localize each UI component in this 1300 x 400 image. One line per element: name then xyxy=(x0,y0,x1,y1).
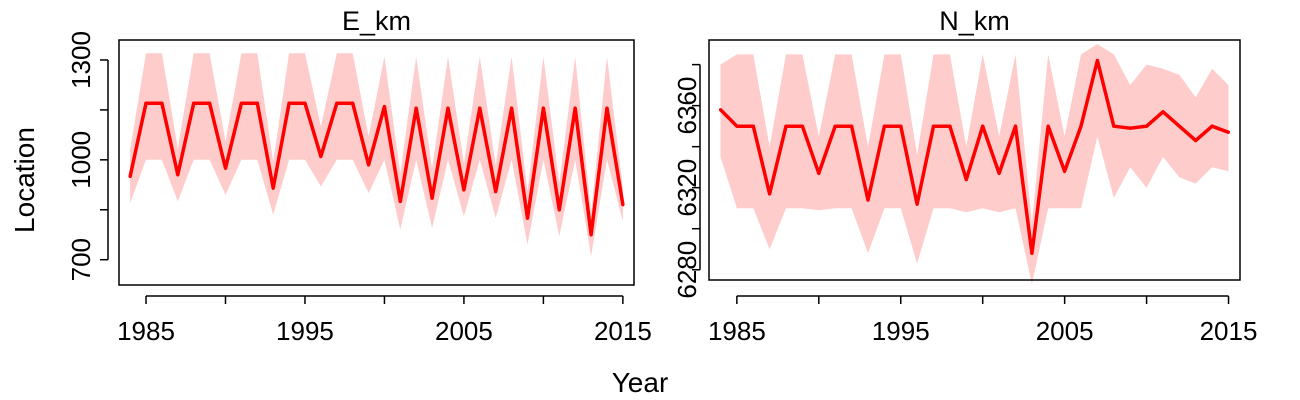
data-point xyxy=(223,166,228,170)
data-point xyxy=(160,101,164,105)
data-point xyxy=(335,101,339,105)
data-point xyxy=(1145,124,1149,128)
x-tick-label: 2005 xyxy=(1036,316,1094,346)
x-tick-label: 2015 xyxy=(594,316,652,346)
y-tick-label: 1000 xyxy=(66,131,96,189)
y-tick-label: 700 xyxy=(66,238,96,281)
data-point xyxy=(1210,124,1214,128)
panel-n-km: N_km 1985 1995 2005 2015 6280 6320 6360 xyxy=(672,6,1257,346)
data-point xyxy=(255,101,259,105)
data-point xyxy=(573,106,577,110)
panel-e-km: E_km 1985 1995 2005 2015 700 1000 1300 xyxy=(66,6,652,346)
data-point xyxy=(1013,124,1018,128)
data-point xyxy=(351,101,355,105)
data-point xyxy=(1177,124,1181,128)
data-point xyxy=(1128,126,1132,130)
x-axis-title: Year xyxy=(612,367,669,398)
x-tick-label: 1985 xyxy=(708,316,766,346)
data-point xyxy=(303,101,307,105)
data-point xyxy=(525,216,530,220)
data-point xyxy=(398,199,402,203)
data-point xyxy=(605,106,609,110)
data-point xyxy=(621,203,625,207)
data-point xyxy=(866,198,870,202)
data-point xyxy=(1063,169,1067,173)
data-point xyxy=(239,101,243,105)
data-point xyxy=(1161,110,1165,114)
data-point xyxy=(494,189,498,194)
data-point xyxy=(784,124,788,128)
data-point xyxy=(1046,124,1050,128)
data-point xyxy=(128,174,132,179)
data-point xyxy=(964,177,968,182)
data-point xyxy=(414,106,418,110)
plot-border xyxy=(708,39,1241,281)
series-line xyxy=(719,58,1230,256)
data-point xyxy=(915,202,919,206)
data-point xyxy=(382,105,386,109)
y-tick-label: 6320 xyxy=(672,159,702,217)
data-point xyxy=(1194,138,1198,143)
series-line xyxy=(128,101,625,237)
data-point xyxy=(430,196,434,200)
data-point xyxy=(1226,130,1231,134)
data-point xyxy=(287,101,291,105)
data-point xyxy=(817,171,821,175)
data-point xyxy=(446,106,450,110)
data-point xyxy=(176,173,180,177)
y-tick-label: 1300 xyxy=(66,31,96,89)
data-point xyxy=(192,101,196,105)
data-point xyxy=(1095,58,1099,63)
data-point xyxy=(557,208,561,212)
data-point xyxy=(800,124,805,128)
plot-border xyxy=(118,39,635,286)
data-point xyxy=(718,108,723,112)
x-tick-label: 2005 xyxy=(435,316,493,346)
x-tick-label: 2015 xyxy=(1200,316,1258,346)
data-point xyxy=(735,124,739,128)
data-point xyxy=(510,106,514,110)
panel-title: N_km xyxy=(939,6,1010,36)
data-point xyxy=(367,163,371,167)
x-tick-label: 1995 xyxy=(276,316,334,346)
data-point xyxy=(319,154,323,159)
x-tick-label: 1985 xyxy=(117,316,175,346)
data-point xyxy=(899,124,903,128)
data-point xyxy=(208,101,212,105)
confidence-band xyxy=(720,44,1229,285)
y-axis-title: Location xyxy=(9,127,40,233)
y-tick-label: 6360 xyxy=(672,77,702,135)
data-point xyxy=(948,124,952,128)
data-point xyxy=(1079,124,1083,128)
data-point xyxy=(478,106,482,110)
data-point xyxy=(833,124,837,128)
data-point xyxy=(462,188,466,192)
data-point xyxy=(541,106,546,110)
x-tick-label: 1995 xyxy=(872,316,930,346)
panel-title: E_km xyxy=(342,6,411,36)
data-point xyxy=(271,186,275,190)
data-point xyxy=(931,124,936,128)
data-point xyxy=(768,192,772,196)
data-point xyxy=(997,171,1001,175)
data-point xyxy=(751,124,755,128)
data-point xyxy=(882,124,887,128)
data-point xyxy=(850,124,854,128)
y-tick-label: 6280 xyxy=(672,241,702,299)
data-point xyxy=(1030,251,1034,255)
data-point xyxy=(144,101,148,105)
data-point xyxy=(589,233,593,237)
data-point xyxy=(981,124,985,128)
data-point xyxy=(1112,124,1116,128)
